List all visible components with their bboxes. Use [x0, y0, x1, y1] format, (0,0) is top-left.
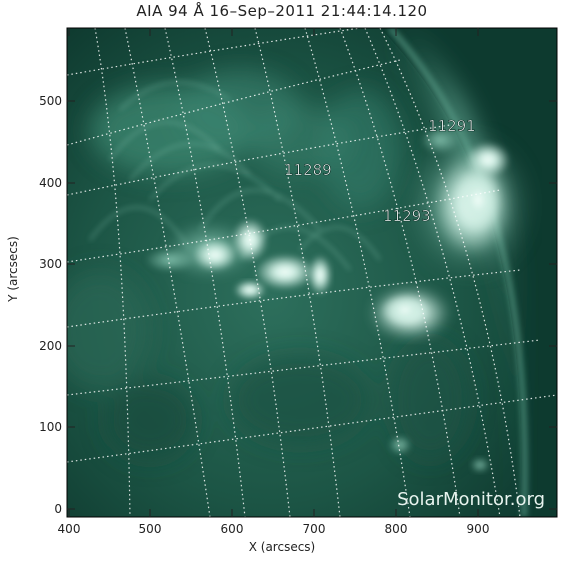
x-tick-label: 400 [58, 522, 81, 536]
x-tick-label: 600 [221, 522, 244, 536]
y-tick-label: 400 [39, 176, 62, 190]
y-tick-label: 100 [39, 420, 62, 434]
watermark-text: SolarMonitor.org [397, 489, 545, 510]
y-tick-label: 500 [39, 94, 62, 108]
x-tick-label: 800 [385, 522, 408, 536]
solar-image [67, 28, 557, 517]
y-tick-label: 300 [39, 257, 62, 271]
y-tick-label: 0 [54, 502, 62, 516]
axis-ticks [67, 28, 557, 517]
x-tick-label: 500 [139, 522, 162, 536]
region-labels: 11291 11289 11293 [284, 117, 476, 226]
region-label-11291: 11291 [428, 117, 476, 135]
y-tick-labels: 0 100 200 300 400 500 [39, 94, 62, 516]
x-tick-label: 700 [303, 522, 326, 536]
x-axis-label: X (arcsecs) [248, 540, 316, 554]
heliographic-grid [67, 28, 557, 517]
image-title: AIA 94 Å 16–Sep–2011 21:44:14.120 [136, 2, 428, 20]
x-tick-label: 900 [467, 522, 490, 536]
region-label-11293: 11293 [383, 207, 431, 225]
region-label-11289: 11289 [284, 161, 332, 179]
x-tick-labels: 400 500 600 700 800 900 [58, 522, 490, 536]
active-region-emission [145, 126, 530, 473]
y-tick-label: 200 [39, 339, 62, 353]
plot-frame [66, 27, 558, 518]
